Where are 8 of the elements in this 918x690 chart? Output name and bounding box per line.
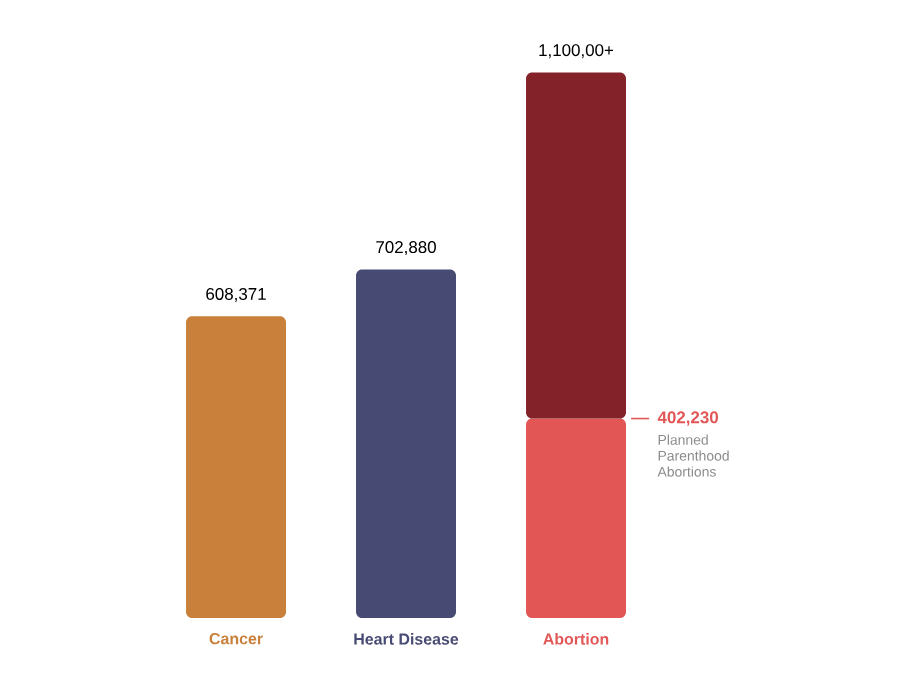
data-label: 402,230	[657, 411, 718, 426]
bar	[526, 72, 626, 419]
bar	[356, 269, 456, 618]
bar	[526, 418, 626, 618]
total-label: 608,371	[206, 287, 266, 302]
bar	[186, 316, 286, 618]
total-label: 702,880	[376, 241, 436, 256]
total-label: 1,100,00+	[539, 44, 614, 59]
